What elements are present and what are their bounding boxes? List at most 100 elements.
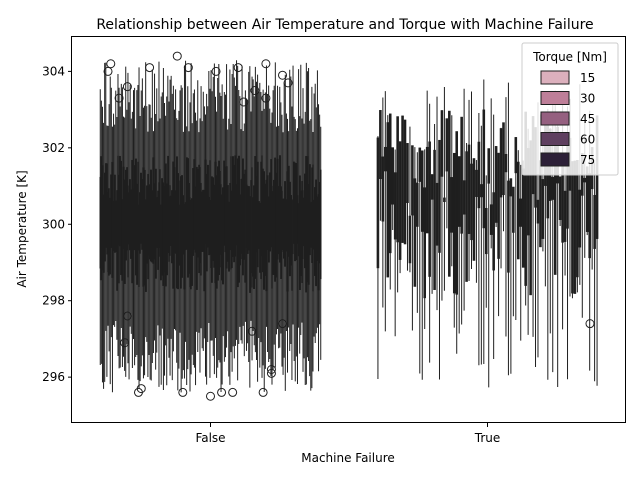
box (160, 204, 162, 281)
box (272, 191, 274, 275)
box (274, 157, 277, 282)
box (396, 116, 399, 243)
box (177, 173, 179, 290)
box (413, 178, 417, 287)
box (470, 163, 473, 241)
box (284, 181, 287, 267)
box (593, 194, 596, 249)
box (398, 141, 402, 260)
box (314, 187, 316, 276)
box (119, 155, 121, 247)
box (184, 202, 187, 251)
box (455, 131, 459, 295)
box (472, 158, 476, 261)
box (252, 197, 254, 277)
box (148, 186, 150, 256)
box (416, 182, 419, 227)
box (137, 161, 139, 251)
box (310, 201, 312, 248)
box (295, 163, 298, 261)
box (219, 170, 221, 268)
box (113, 174, 116, 253)
box (214, 161, 217, 284)
box (203, 189, 206, 292)
x-axis-label: Machine Failure (301, 451, 395, 465)
box (200, 182, 202, 276)
box (376, 137, 380, 269)
outlier-point (258, 387, 268, 397)
box (492, 192, 495, 271)
box (146, 185, 148, 264)
box (142, 167, 145, 287)
box (516, 161, 520, 260)
box (181, 175, 183, 278)
box (465, 151, 468, 282)
box (199, 167, 201, 264)
box (379, 110, 382, 180)
box (551, 177, 555, 200)
box (178, 204, 180, 266)
box (163, 186, 166, 273)
box (279, 155, 281, 263)
box (250, 180, 252, 274)
box (266, 175, 269, 250)
outlier-point (283, 78, 293, 88)
box (162, 182, 165, 286)
box (99, 176, 101, 269)
box (521, 168, 525, 268)
outlier-point (278, 319, 288, 329)
box (190, 199, 192, 290)
box (423, 187, 426, 299)
box (228, 201, 230, 272)
legend-swatch (540, 70, 570, 85)
box (115, 200, 117, 253)
box (264, 183, 267, 276)
box (435, 182, 439, 246)
outlier-point (266, 368, 276, 378)
box (257, 201, 260, 250)
box (180, 176, 182, 289)
box (315, 179, 318, 287)
box (452, 152, 456, 294)
box (116, 190, 118, 291)
box (165, 183, 168, 276)
box (139, 192, 141, 254)
box (262, 168, 264, 273)
outlier-point (211, 66, 221, 76)
box (185, 157, 188, 250)
box (408, 215, 412, 264)
box (242, 158, 244, 276)
box (514, 137, 518, 174)
box (133, 165, 136, 251)
box (536, 199, 540, 224)
box (443, 197, 446, 203)
box (393, 172, 397, 240)
box (171, 190, 174, 264)
box (105, 163, 107, 248)
box (126, 167, 128, 251)
box (215, 175, 218, 289)
box (457, 156, 461, 227)
box (153, 183, 156, 260)
box (106, 163, 108, 255)
box (224, 166, 227, 253)
box (170, 195, 172, 246)
box (103, 172, 106, 262)
box (198, 164, 200, 274)
box (275, 172, 278, 278)
box (140, 172, 142, 244)
box (298, 175, 301, 291)
box (267, 196, 270, 263)
box (109, 197, 111, 275)
box (386, 122, 390, 278)
box (128, 192, 130, 245)
box (271, 185, 273, 289)
legend-label: 15 (580, 71, 595, 85)
legend: Torque [Nm] 15 30 45 60 75 (521, 42, 619, 176)
box (507, 180, 510, 273)
box (209, 160, 211, 255)
box (174, 190, 177, 254)
box (158, 182, 160, 249)
y-tick-label: 300 (42, 217, 65, 231)
box (313, 199, 315, 250)
